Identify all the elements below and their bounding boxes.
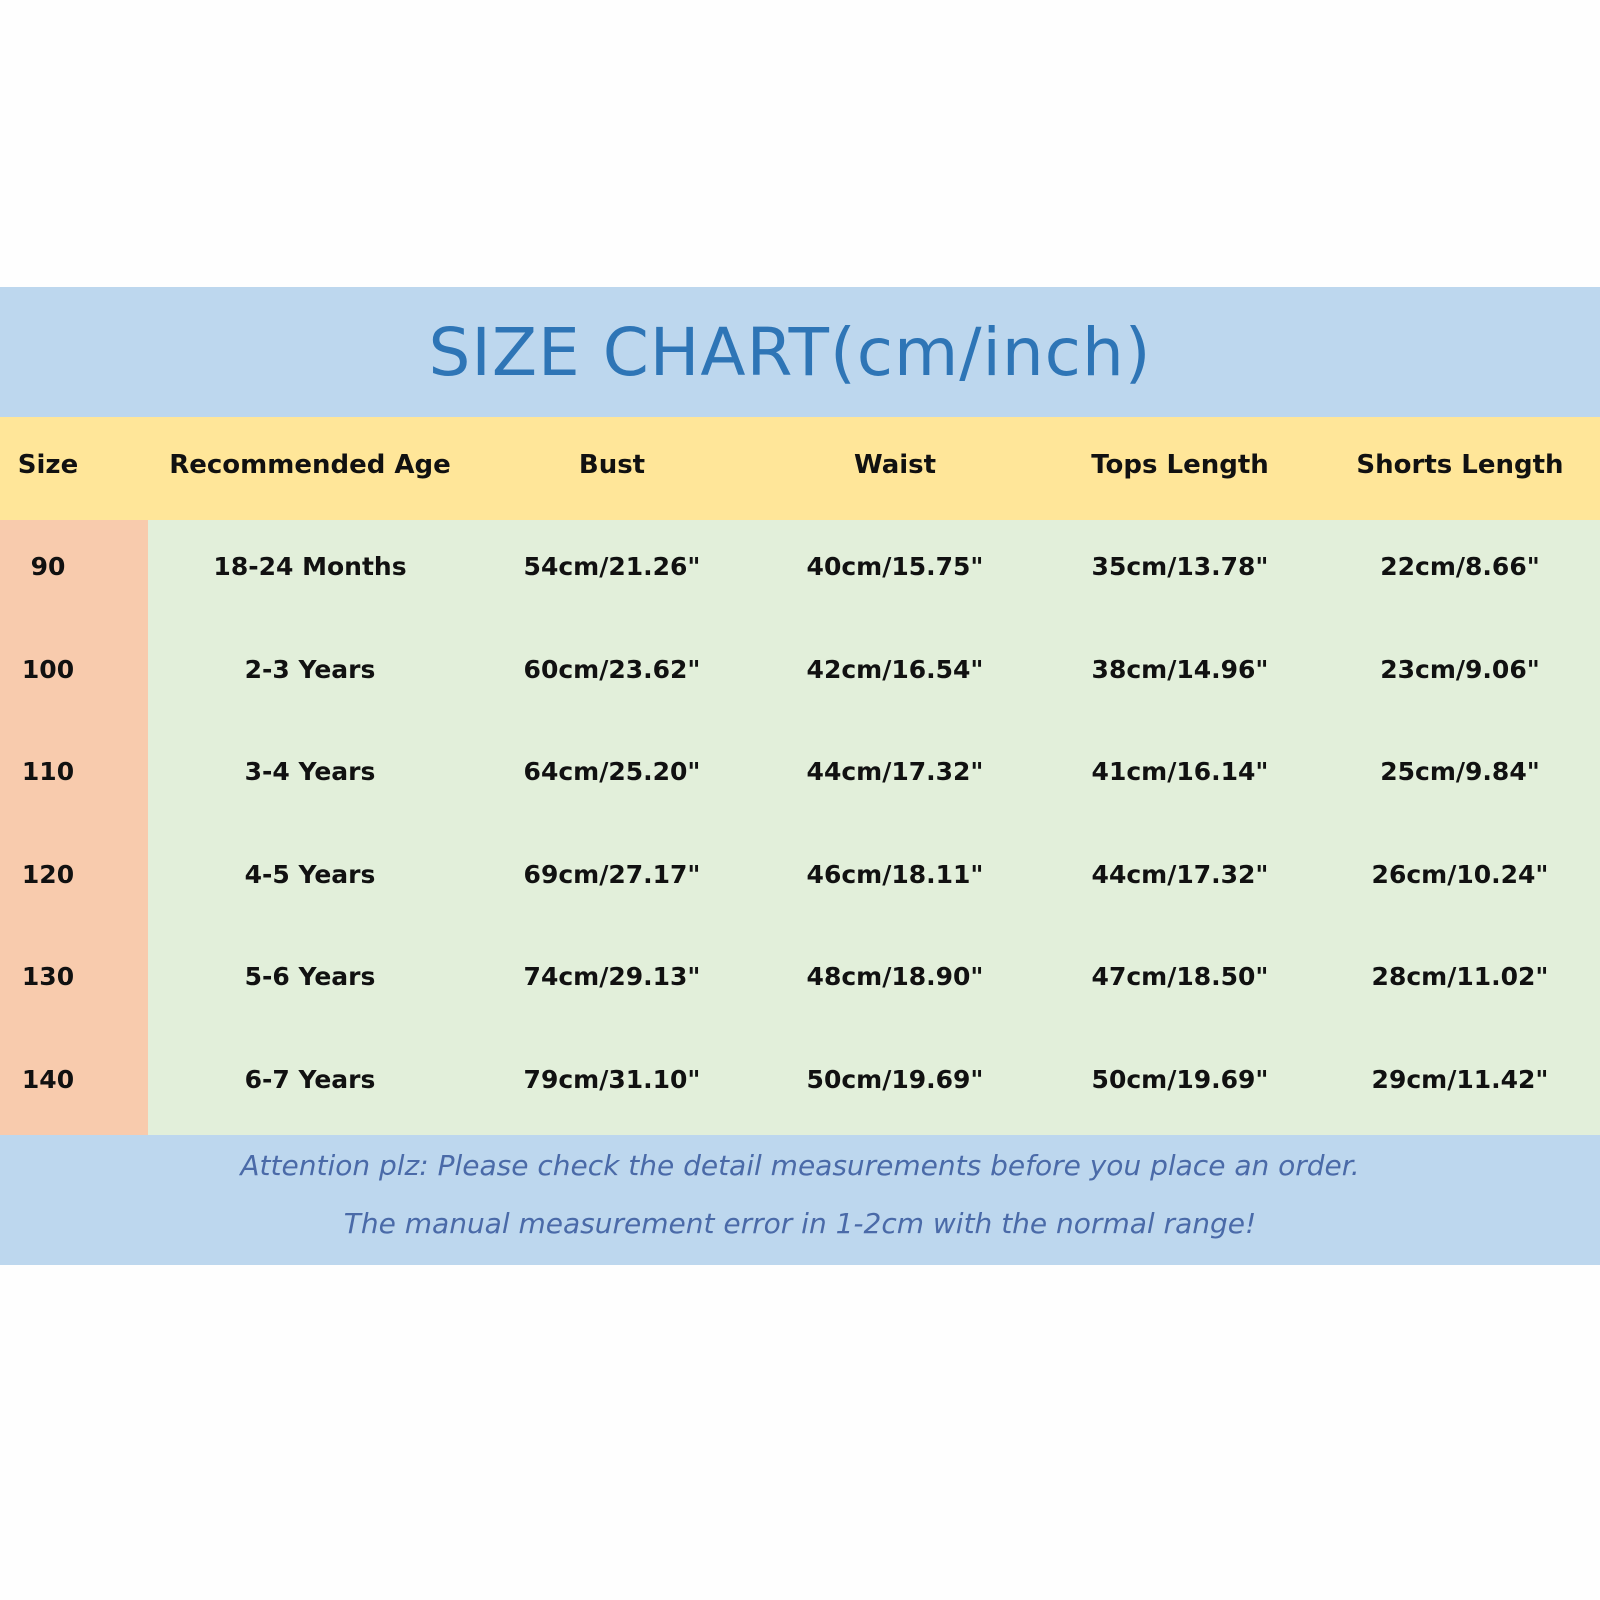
footer-notes: Attention plz: Please check the detail m… bbox=[0, 1135, 1600, 1265]
size-cell: 110 bbox=[21, 757, 75, 786]
table-cell: 74cm/29.13" bbox=[523, 962, 701, 991]
table-cell: 2-3 Years bbox=[244, 654, 376, 684]
table-cell: 38cm/14.96" bbox=[1091, 654, 1269, 684]
table-cell: 28cm/11.02" bbox=[1371, 962, 1549, 991]
table-cell: 64cm/25.20" bbox=[523, 757, 701, 786]
table-cell: 4-5 Years bbox=[244, 859, 376, 889]
table-cell: 5-6 Years bbox=[244, 962, 376, 991]
table-cell: 3-4 Years bbox=[244, 757, 376, 786]
title-band: SIZE CHART(cm/inch) bbox=[0, 287, 1600, 417]
table-cell: 69cm/27.17" bbox=[523, 859, 701, 889]
table-cell: 40cm/15.75" bbox=[806, 552, 984, 581]
table-cell: 44cm/17.32" bbox=[1091, 859, 1269, 889]
table-cell: 29cm/11.42" bbox=[1371, 1064, 1549, 1094]
table-cell: 50cm/19.69" bbox=[1091, 1064, 1269, 1094]
column-header: Bust bbox=[578, 450, 646, 480]
table-cell: 35cm/13.78" bbox=[1091, 552, 1269, 581]
table-cell: 50cm/19.69" bbox=[806, 1064, 984, 1094]
table-cell: 25cm/9.84" bbox=[1380, 757, 1540, 786]
size-cell: 100 bbox=[21, 654, 75, 684]
table-cell: 79cm/31.10" bbox=[523, 1064, 701, 1094]
table-cell: 6-7 Years bbox=[244, 1064, 376, 1094]
table-cell: 18-24 Months bbox=[213, 552, 407, 581]
size-cell: 130 bbox=[21, 962, 75, 991]
column-header: Recommended Age bbox=[169, 450, 451, 480]
measurement-error-note: The manual measurement error in 1-2cm wi… bbox=[343, 1207, 1257, 1240]
table-cell: 48cm/18.90" bbox=[806, 962, 984, 991]
table-cell: 22cm/8.66" bbox=[1380, 552, 1540, 581]
column-header: Size bbox=[17, 450, 79, 480]
size-column bbox=[0, 520, 148, 1135]
attention-note: Attention plz: Please check the detail m… bbox=[240, 1149, 1360, 1182]
table-cell: 47cm/18.50" bbox=[1091, 962, 1269, 991]
table-cell: 41cm/16.14" bbox=[1091, 757, 1269, 786]
table-cell: 60cm/23.62" bbox=[523, 654, 701, 684]
column-header: Tops Length bbox=[1091, 450, 1269, 480]
size-cell: 140 bbox=[21, 1064, 75, 1094]
table-cell: 23cm/9.06" bbox=[1380, 654, 1540, 684]
table-cell: 44cm/17.32" bbox=[806, 757, 984, 786]
table-cell: 46cm/18.11" bbox=[806, 859, 984, 889]
column-header: Waist bbox=[853, 450, 937, 480]
table-body bbox=[0, 520, 1600, 1135]
chart-title: SIZE CHART(cm/inch) bbox=[428, 313, 1152, 391]
size-cell: 90 bbox=[30, 552, 66, 581]
header-row bbox=[0, 417, 1600, 520]
table-cell: 26cm/10.24" bbox=[1371, 859, 1549, 889]
column-header: Shorts Length bbox=[1356, 450, 1564, 480]
size-cell: 120 bbox=[21, 859, 75, 889]
table-cell: 54cm/21.26" bbox=[523, 552, 701, 581]
table-cell: 42cm/16.54" bbox=[806, 654, 984, 684]
